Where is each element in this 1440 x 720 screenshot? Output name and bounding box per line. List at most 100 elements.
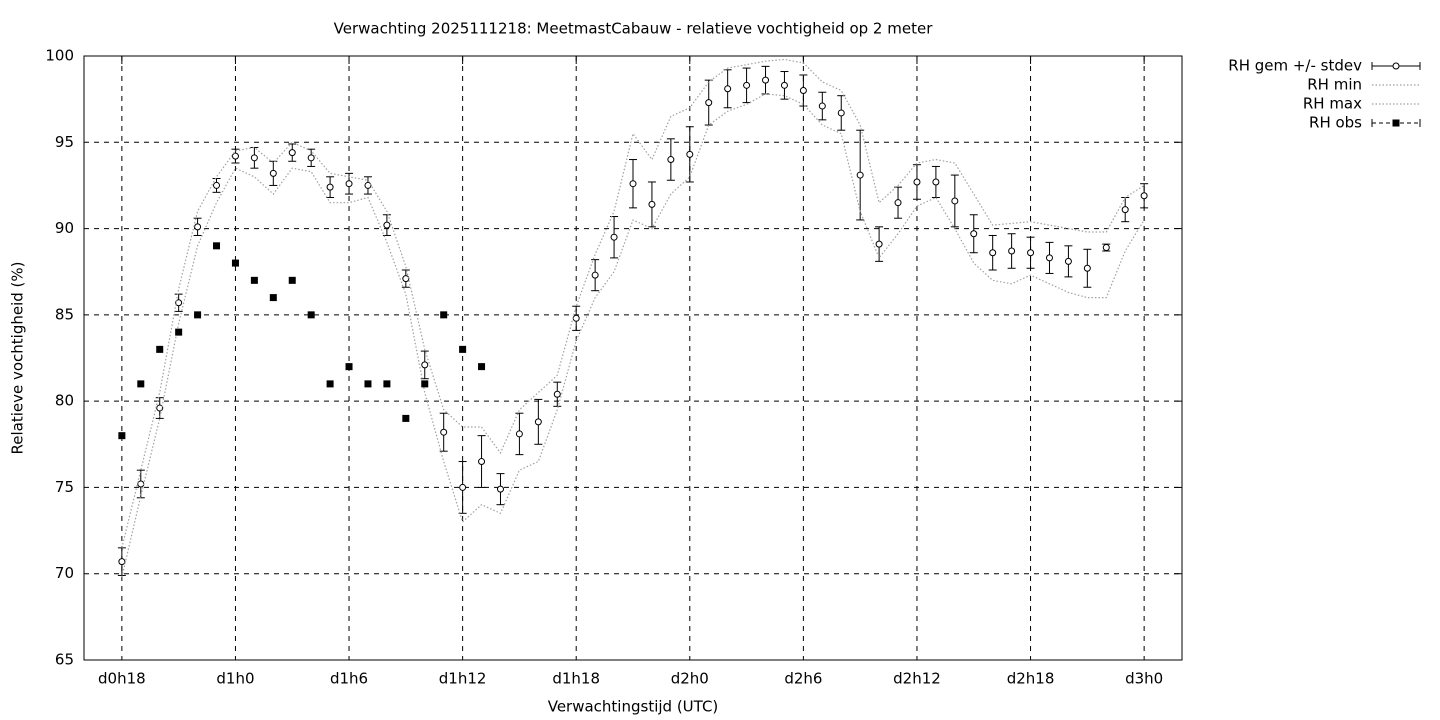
mean-point — [118, 558, 126, 566]
mean-point — [553, 390, 561, 398]
mean-point — [762, 76, 770, 84]
mean-point — [250, 154, 258, 162]
mean-point — [213, 181, 221, 189]
legend-label: RH min — [1307, 76, 1362, 94]
y-tick-label: 65 — [55, 651, 74, 669]
plot-frame — [83, 55, 1183, 661]
x-tick-label: d2h6 — [784, 670, 822, 688]
obs-point — [137, 380, 145, 388]
mean-point — [1008, 247, 1016, 255]
x-axis-label: Verwachtingstijd (UTC) — [548, 698, 719, 716]
obs-point — [459, 345, 467, 353]
obs-point — [156, 345, 164, 353]
obs-point — [421, 380, 429, 388]
mean-point — [364, 181, 372, 189]
mean-point — [667, 156, 675, 164]
obs-point — [118, 432, 126, 440]
obs-point — [440, 311, 448, 319]
mean-point — [402, 275, 410, 283]
obs-point — [175, 328, 183, 336]
x-tick-label: d2h0 — [671, 670, 709, 688]
mean-point — [1121, 206, 1129, 214]
mean-point — [743, 81, 751, 89]
mean-point — [440, 428, 448, 436]
legend-label: RH gem +/- stdev — [1228, 57, 1362, 75]
mean-point — [572, 314, 580, 322]
mean-point — [686, 150, 694, 158]
mean-point — [1140, 192, 1148, 200]
mean-point — [459, 483, 467, 491]
y-tick-label: 85 — [55, 305, 74, 323]
mean-point — [326, 183, 334, 191]
mean-point — [515, 430, 523, 438]
x-tick-label: d0h18 — [98, 670, 146, 688]
obs-point — [213, 242, 221, 250]
legend-swatch — [1392, 119, 1400, 127]
mean-point — [307, 154, 315, 162]
obs-point — [326, 380, 334, 388]
mean-point — [269, 169, 277, 177]
mean-point — [648, 200, 656, 208]
mean-point — [894, 199, 902, 207]
mean-point — [913, 178, 921, 186]
x-tick-label: d1h18 — [552, 670, 600, 688]
mean-point — [1102, 244, 1110, 252]
obs-point — [288, 276, 296, 284]
mean-point — [610, 233, 618, 241]
mean-point — [345, 180, 353, 188]
mean-point — [534, 418, 542, 426]
mean-point — [1045, 254, 1053, 262]
mean-point — [837, 109, 845, 117]
obs-point — [231, 259, 239, 267]
mean-point — [856, 171, 864, 179]
mean-point — [724, 85, 732, 93]
legend-label: RH obs — [1309, 114, 1362, 132]
y-axis-label: Relatieve vochtigheid (%) — [9, 261, 27, 454]
mean-point — [231, 152, 239, 160]
mean-point — [175, 299, 183, 307]
obs-point — [383, 380, 391, 388]
mean-point — [705, 99, 713, 107]
obs-point — [194, 311, 202, 319]
obs-point — [250, 276, 258, 284]
obs-point — [269, 294, 277, 302]
obs-point — [345, 363, 353, 371]
y-tick-label: 90 — [55, 219, 74, 237]
mean-point — [288, 149, 296, 157]
y-tick-label: 70 — [55, 564, 74, 582]
range-line — [121, 93, 1145, 578]
mean-point — [818, 102, 826, 110]
mean-point — [421, 361, 429, 369]
y-tick-label: 75 — [55, 478, 74, 496]
x-tick-label: d2h12 — [893, 670, 941, 688]
mean-point — [1027, 249, 1035, 257]
mean-point — [629, 180, 637, 188]
chart-title: Verwachting 2025111218: MeetmastCabauw -… — [334, 20, 934, 38]
obs-point — [402, 414, 410, 422]
legend-swatch — [1392, 62, 1400, 70]
mean-point — [932, 178, 940, 186]
mean-point — [1064, 257, 1072, 265]
y-tick-label: 95 — [55, 133, 74, 151]
x-tick-label: d3h0 — [1125, 670, 1163, 688]
mean-point — [875, 240, 883, 248]
range-line — [121, 58, 1145, 548]
mean-point — [383, 221, 391, 229]
y-tick-label: 80 — [55, 392, 74, 410]
obs-point — [478, 363, 486, 371]
x-tick-label: d1h0 — [216, 670, 254, 688]
legend-label: RH max — [1303, 95, 1362, 113]
obs-point — [364, 380, 372, 388]
mean-point — [496, 485, 504, 493]
obs-point — [307, 311, 315, 319]
mean-point — [951, 197, 959, 205]
mean-point — [989, 249, 997, 257]
mean-point — [970, 230, 978, 238]
x-tick-label: d1h6 — [330, 670, 368, 688]
mean-point — [137, 480, 145, 488]
mean-point — [591, 271, 599, 279]
mean-point — [780, 81, 788, 89]
x-tick-label: d2h18 — [1007, 670, 1055, 688]
y-tick-label: 100 — [45, 47, 74, 65]
